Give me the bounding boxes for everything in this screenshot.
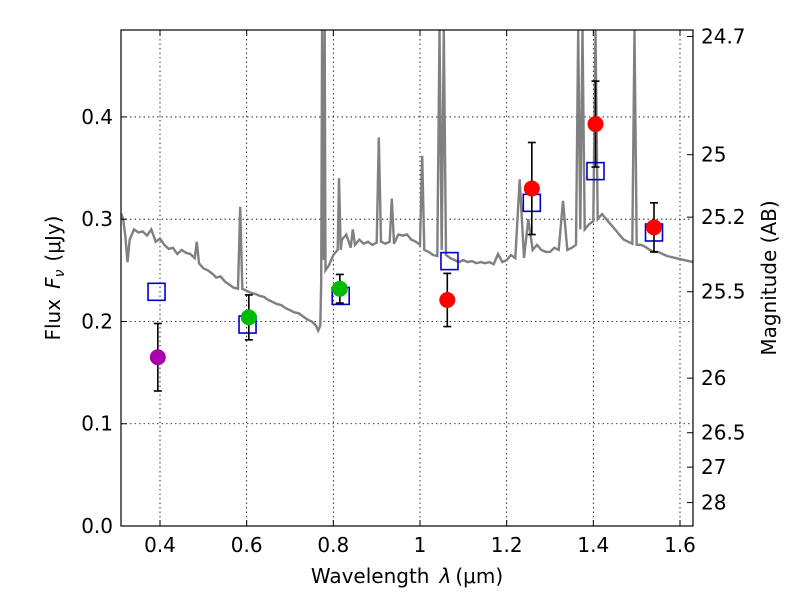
x-tick-label: 1.6	[664, 533, 696, 557]
x-axis: 0.4 0.6 0.8 1 1.2 1.4 1.6	[144, 30, 696, 557]
y-tick-label: 0.1	[81, 412, 113, 436]
right-tick-label: 25.2	[701, 205, 746, 229]
observed-point-marker	[587, 116, 604, 133]
right-tick-label: 25	[701, 143, 726, 167]
y-tick-label: 0.2	[81, 309, 113, 333]
grid	[121, 30, 693, 527]
right-tick-label: 26	[701, 366, 726, 390]
x-tick-label: 0.8	[317, 533, 349, 557]
y-axis-label: FluxFν(μJy)	[41, 216, 68, 341]
x-tick-label: 1	[414, 533, 427, 557]
right-tick-label: 25.5	[701, 280, 746, 304]
y-axis: 0.0 0.1 0.2 0.3 0.4	[81, 105, 127, 538]
model-square-marker	[147, 282, 166, 302]
right-tick-label: 27	[701, 455, 726, 479]
right-tick-label: 28	[701, 491, 726, 515]
x-tick-label: 0.4	[144, 533, 176, 557]
observed-point-marker	[331, 280, 348, 297]
x-tick-label: 1.4	[577, 533, 609, 557]
right-tick-label: 24.7	[701, 25, 746, 49]
x-tick-label: 1.2	[491, 533, 523, 557]
right-axis: 24.7 25 25.2 25.5 26 26.5 27 28	[687, 25, 746, 515]
observed-point-marker	[240, 309, 257, 326]
plot-area	[121, 30, 693, 392]
observed-photometry	[149, 80, 662, 392]
y-tick-label: 0.3	[81, 207, 113, 231]
y-tick-label: 0.4	[81, 105, 113, 129]
right-axis-label: Magnitude (AB)	[757, 200, 781, 355]
right-tick-label: 26.5	[701, 421, 746, 445]
plot-frame	[120, 29, 694, 527]
observed-point-marker	[439, 291, 456, 308]
observed-point-marker	[523, 180, 540, 197]
y-tick-label: 0.0	[81, 514, 113, 538]
model-square-marker	[440, 251, 459, 271]
sed-model-line	[121, 30, 693, 334]
observed-point-marker	[646, 219, 662, 236]
observed-point-marker	[149, 349, 166, 366]
x-axis-label: Wavelength λ (μm)	[311, 564, 503, 588]
x-tick-label: 0.6	[231, 533, 263, 557]
